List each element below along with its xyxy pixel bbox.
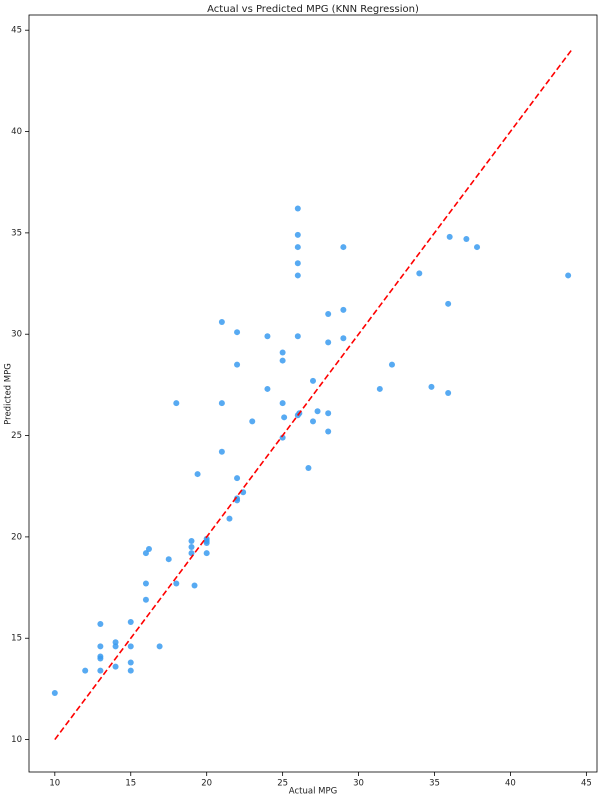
point: [294, 244, 301, 251]
reference-line: [54, 49, 572, 741]
point: [249, 418, 256, 425]
y-tick-label: 20: [11, 532, 22, 542]
x-tick-label: 30: [353, 779, 364, 789]
point: [294, 231, 301, 238]
y-tick-label: 35: [11, 228, 22, 238]
y-tick-label: 10: [11, 735, 22, 745]
point: [234, 329, 241, 336]
x-tick-label: 25: [277, 779, 288, 789]
point: [310, 377, 316, 384]
point: [226, 515, 233, 522]
x-axis-label: Actual MPG: [289, 787, 337, 797]
x-tick-label: 40: [505, 779, 516, 789]
point: [127, 643, 134, 650]
point: [445, 300, 452, 307]
x-tick-label: 20: [201, 779, 212, 789]
point: [463, 235, 470, 242]
point: [305, 464, 312, 471]
y-tick-label: 45: [11, 26, 22, 36]
point: [279, 434, 286, 441]
point: [97, 667, 104, 674]
point: [325, 310, 332, 317]
point: [340, 244, 347, 251]
y-tick-label: 25: [11, 431, 22, 441]
point: [294, 260, 301, 267]
point: [565, 272, 572, 279]
point: [416, 270, 423, 277]
point: [127, 667, 134, 674]
point: [325, 410, 332, 417]
point: [156, 643, 163, 650]
point: [279, 357, 286, 364]
point: [97, 643, 104, 650]
point: [325, 428, 332, 435]
y-axis-label: Predicted MPG: [4, 363, 14, 425]
point: [281, 414, 288, 421]
point: [142, 580, 149, 587]
point: [340, 306, 347, 313]
x-tick-label: 35: [429, 779, 440, 789]
y-tick-label: 40: [11, 127, 22, 137]
x-tick-label: 10: [49, 779, 60, 789]
point: [264, 333, 271, 340]
point: [314, 408, 321, 415]
x-tick-label: 45: [581, 779, 592, 789]
point: [446, 233, 453, 240]
point: [188, 537, 195, 544]
point: [376, 385, 383, 392]
point: [234, 361, 241, 368]
point: [112, 663, 119, 670]
plot-frame: [28, 14, 598, 773]
point: [145, 546, 152, 553]
y-tick-label: 30: [11, 330, 22, 340]
point: [340, 335, 347, 342]
point: [310, 418, 316, 425]
point: [325, 339, 332, 346]
point: [97, 655, 104, 662]
point: [127, 619, 134, 626]
chart-title: Actual vs Predicted MPG (KNN Regression): [207, 4, 419, 15]
point: [264, 385, 271, 392]
point: [173, 580, 180, 587]
point: [294, 272, 301, 279]
point: [203, 535, 210, 542]
point: [218, 448, 225, 455]
point: [445, 389, 452, 396]
point: [173, 400, 180, 407]
point: [388, 361, 395, 368]
y-tick-label: 15: [11, 634, 22, 644]
point: [234, 475, 241, 482]
point: [294, 333, 301, 340]
point: [142, 596, 149, 603]
point: [218, 319, 225, 326]
point: [51, 689, 58, 696]
point: [279, 400, 286, 407]
point: [294, 205, 301, 212]
point: [428, 383, 435, 390]
point: [188, 544, 195, 551]
point: [474, 244, 481, 251]
point: [127, 659, 134, 666]
point: [82, 667, 89, 674]
point: [203, 550, 210, 557]
point: [191, 582, 198, 589]
x-tick-label: 15: [125, 779, 136, 789]
point: [97, 621, 104, 628]
point: [165, 556, 172, 563]
point: [279, 349, 286, 356]
point: [112, 643, 119, 650]
point: [218, 400, 225, 407]
point: [194, 471, 201, 478]
